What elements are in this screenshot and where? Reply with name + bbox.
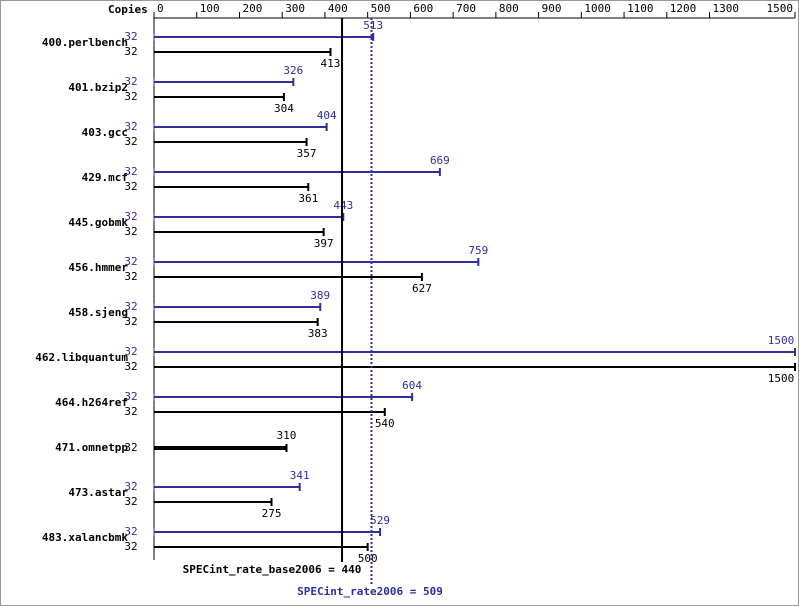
benchmark-label: 445.gobmk xyxy=(68,216,128,229)
value-label: 443 xyxy=(333,199,353,212)
copies-label: 32 xyxy=(124,360,137,373)
copies-label: 32 xyxy=(124,75,137,88)
copies-label: 32 xyxy=(124,270,137,283)
copies-label: 32 xyxy=(124,30,137,43)
x-tick-label: 100 xyxy=(200,2,220,15)
copies-label: 32 xyxy=(124,45,137,58)
benchmark-label: 456.hmmer xyxy=(68,261,128,274)
base-mean-label: SPECint_rate_base2006 = 440 xyxy=(183,563,362,576)
value-label: 1500 xyxy=(768,372,795,385)
value-label: 529 xyxy=(370,514,390,527)
value-label: 513 xyxy=(363,19,383,32)
x-tick-label: 700 xyxy=(456,2,476,15)
value-label: 404 xyxy=(317,109,337,122)
x-tick-label: 800 xyxy=(499,2,519,15)
x-tick-label: 600 xyxy=(413,2,433,15)
value-label: 389 xyxy=(310,289,330,302)
copies-label: 32 xyxy=(124,525,137,538)
benchmark-label: 401.bzip2 xyxy=(68,81,128,94)
value-label: 604 xyxy=(402,379,422,392)
value-label: 540 xyxy=(375,417,395,430)
copies-label: 32 xyxy=(124,165,137,178)
benchmark-label: 483.xalancbmk xyxy=(42,531,128,544)
copies-label: 32 xyxy=(124,225,137,238)
value-label: 326 xyxy=(283,64,303,77)
benchmark-label: 471.omnetpp xyxy=(55,441,128,454)
value-label: 500 xyxy=(358,552,378,565)
value-label: 275 xyxy=(262,507,282,520)
value-label: 310 xyxy=(277,429,297,442)
x-tick-label: 0 xyxy=(157,2,164,15)
benchmark-label: 429.mcf xyxy=(82,171,128,184)
copies-label: 32 xyxy=(124,90,137,103)
copies-label: 32 xyxy=(124,180,137,193)
value-label: 413 xyxy=(321,57,341,70)
x-tick-label: 900 xyxy=(542,2,562,15)
x-tick-label: 400 xyxy=(328,2,348,15)
copies-label: 32 xyxy=(124,405,137,418)
benchmark-label: 403.gcc xyxy=(82,126,128,139)
copies-label: 32 xyxy=(124,255,137,268)
benchmark-label: 464.h264ref xyxy=(55,396,128,409)
benchmark-label: 400.perlbench xyxy=(42,36,128,49)
copies-label: 32 xyxy=(124,480,137,493)
value-label: 341 xyxy=(290,469,310,482)
copies-label: 32 xyxy=(124,135,137,148)
value-label: 759 xyxy=(468,244,488,257)
value-label: 627 xyxy=(412,282,432,295)
x-tick-label: 1500 xyxy=(767,2,794,15)
copies-label: 32 xyxy=(124,441,137,454)
copies-label: 32 xyxy=(124,120,137,133)
benchmark-label: 462.libquantum xyxy=(35,351,128,364)
x-tick-label: 1100 xyxy=(627,2,654,15)
x-tick-label: 1200 xyxy=(670,2,697,15)
benchmark-label: 473.astar xyxy=(68,486,128,499)
x-tick-label: 1000 xyxy=(584,2,611,15)
peak-mean-label: SPECint_rate2006 = 509 xyxy=(297,585,443,598)
copies-label: 32 xyxy=(124,210,137,223)
x-tick-label: 300 xyxy=(285,2,305,15)
benchmark-label: 458.sjeng xyxy=(68,306,128,319)
x-tick-label: 1300 xyxy=(713,2,740,15)
copies-label: 32 xyxy=(124,540,137,553)
x-tick-label: 200 xyxy=(242,2,262,15)
copies-label: 32 xyxy=(124,390,137,403)
value-label: 1500 xyxy=(768,334,795,347)
copies-label: 32 xyxy=(124,345,137,358)
value-label: 357 xyxy=(297,147,317,160)
value-label: 397 xyxy=(314,237,334,250)
value-label: 383 xyxy=(308,327,328,340)
value-label: 304 xyxy=(274,102,294,115)
copies-label: 32 xyxy=(124,315,137,328)
value-label: 669 xyxy=(430,154,450,167)
value-label: 361 xyxy=(298,192,318,205)
copies-label: 32 xyxy=(124,300,137,313)
copies-header: Copies xyxy=(108,3,148,16)
x-tick-label: 500 xyxy=(371,2,391,15)
copies-label: 32 xyxy=(124,495,137,508)
